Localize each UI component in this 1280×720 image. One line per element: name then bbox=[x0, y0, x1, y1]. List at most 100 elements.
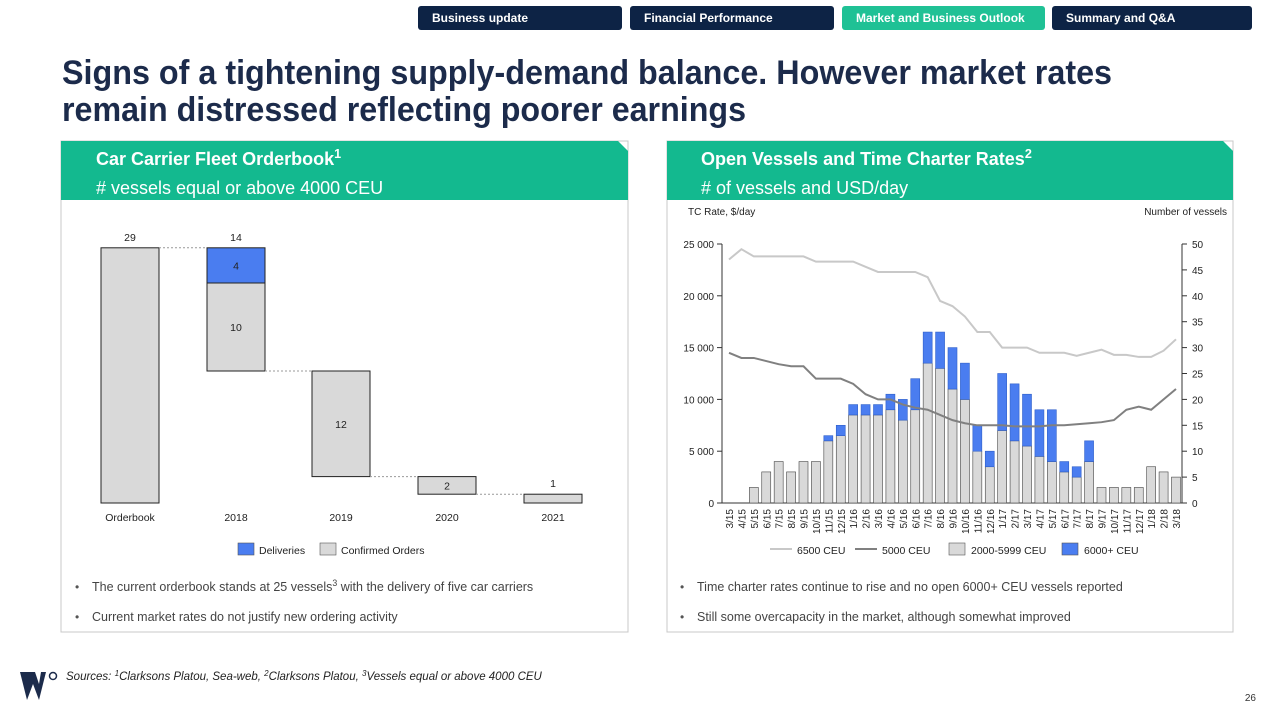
bullet-text: Time charter rates continue to rise and … bbox=[697, 580, 1123, 594]
bullet-dot: • bbox=[75, 580, 79, 594]
sources-part: Vessels equal or above 4000 CEU bbox=[366, 671, 542, 683]
bar-segment bbox=[100, 247, 160, 504]
bar-segment bbox=[984, 466, 995, 504]
axis-title: Number of vessels bbox=[1144, 207, 1227, 218]
bar-segment bbox=[773, 461, 784, 504]
bar-segment bbox=[997, 373, 1007, 431]
bar-segment bbox=[947, 388, 958, 504]
bar-segment bbox=[885, 393, 896, 411]
superscript: 1 bbox=[334, 147, 341, 161]
x-tick-label: 3/15 bbox=[725, 509, 736, 529]
x-tick-label: Orderbook bbox=[105, 512, 155, 524]
superscript: 3 bbox=[362, 669, 367, 678]
sources: Sources: 1Clarksons Platou, Sea-web, 2Cl… bbox=[66, 669, 543, 684]
panel-header bbox=[61, 141, 628, 200]
nav-tab[interactable] bbox=[842, 6, 1045, 30]
x-tick-label: 5/15 bbox=[750, 509, 761, 529]
x-tick-label: 8/17 bbox=[1085, 509, 1096, 529]
y-tick-label: 0 bbox=[708, 499, 714, 510]
nav-tab-label: Market and Business Outlook bbox=[856, 11, 1025, 25]
y2-tick-label: 0 bbox=[1192, 499, 1198, 510]
y2-tick-label: 50 bbox=[1192, 240, 1204, 251]
bar-segment bbox=[960, 362, 970, 400]
bar-segment bbox=[910, 409, 921, 504]
bar-segment bbox=[1047, 409, 1057, 462]
x-tick-label: 11/17 bbox=[1122, 509, 1133, 534]
x-tick-label: 11/16 bbox=[973, 509, 984, 534]
bar-segment bbox=[1059, 461, 1070, 473]
bar-segment bbox=[947, 347, 958, 390]
bar-segment bbox=[1034, 409, 1045, 457]
data-label: 4 bbox=[233, 260, 239, 272]
bar-segment bbox=[823, 435, 834, 442]
x-tick-label: 1/18 bbox=[1147, 509, 1158, 529]
bar-segment bbox=[749, 487, 759, 504]
x-tick-label: 6/15 bbox=[762, 509, 773, 529]
panel-title: Car Carrier Fleet Orderbook1 bbox=[96, 147, 341, 169]
legend-swatch bbox=[1061, 542, 1079, 556]
legend-label: Confirmed Orders bbox=[341, 545, 424, 557]
bar-segment bbox=[311, 370, 371, 478]
page-number: 26 bbox=[1245, 693, 1257, 704]
bar-segment bbox=[417, 476, 477, 495]
bar-segment bbox=[910, 378, 921, 411]
bar-segment bbox=[1022, 393, 1032, 447]
legend-label: 6500 CEU bbox=[797, 545, 845, 557]
x-tick-label: 4/16 bbox=[886, 509, 897, 529]
bar-segment bbox=[997, 430, 1007, 504]
bar-segment bbox=[960, 399, 970, 504]
bar-segment bbox=[972, 424, 983, 452]
nav-tab[interactable] bbox=[630, 6, 834, 30]
sources-part: Clarksons Platou, bbox=[269, 671, 362, 683]
bullet-text: Current market rates do not justify new … bbox=[92, 610, 398, 624]
bullet-dot: • bbox=[75, 610, 79, 624]
bar-segment bbox=[922, 331, 933, 364]
bar-segment bbox=[1009, 440, 1020, 504]
x-tick-label: 8/16 bbox=[936, 509, 947, 529]
x-tick-label: 1/17 bbox=[998, 509, 1009, 529]
bar-segment bbox=[922, 362, 933, 504]
bullet-text-part: Time charter rates continue to rise and … bbox=[697, 580, 1123, 594]
panel-header bbox=[667, 141, 1233, 200]
data-label: 12 bbox=[335, 419, 347, 431]
panel-subtitle: # vessels equal or above 4000 CEU bbox=[96, 178, 383, 198]
slide-title: remain distressed reflecting poorer earn… bbox=[62, 91, 746, 129]
bar-segment bbox=[761, 471, 772, 504]
bar-segment bbox=[798, 461, 809, 504]
sources-part: Sources: bbox=[66, 671, 115, 683]
nav-tab[interactable] bbox=[1052, 6, 1252, 30]
x-tick-label: 6/17 bbox=[1060, 509, 1071, 529]
bullet-text-part: The current orderbook stands at 25 vesse… bbox=[92, 580, 332, 594]
nav-tab[interactable] bbox=[418, 6, 622, 30]
x-tick-label: 12/15 bbox=[837, 509, 848, 534]
bar-segment bbox=[1047, 461, 1057, 504]
bar-segment bbox=[811, 461, 821, 504]
x-tick-label: 5/16 bbox=[899, 509, 910, 529]
y-tick-label: 20 000 bbox=[683, 292, 714, 303]
y2-tick-label: 15 bbox=[1192, 421, 1204, 432]
bar-segment bbox=[1171, 476, 1181, 504]
bar-segment bbox=[835, 435, 846, 504]
x-tick-label: 8/15 bbox=[787, 509, 798, 529]
bar-segment bbox=[898, 399, 908, 421]
bar-segment bbox=[1071, 476, 1082, 504]
bullet-text: The current orderbook stands at 25 vesse… bbox=[92, 578, 533, 594]
bullet-text-part: Current market rates do not justify new … bbox=[92, 610, 398, 624]
bar-segment bbox=[885, 409, 896, 504]
bar-segment bbox=[1084, 461, 1094, 504]
bar-segment bbox=[848, 404, 858, 416]
superscript: 2 bbox=[263, 669, 269, 678]
y2-tick-label: 45 bbox=[1192, 266, 1204, 277]
bar-segment bbox=[1133, 487, 1144, 504]
x-tick-label: 10/17 bbox=[1110, 509, 1121, 534]
x-tick-label: 6/16 bbox=[911, 509, 922, 529]
x-tick-label: 10/15 bbox=[812, 509, 823, 534]
bar-segment bbox=[1109, 487, 1119, 504]
bar-segment bbox=[823, 440, 834, 504]
bar-segment bbox=[873, 404, 883, 416]
bar-segment bbox=[1084, 440, 1094, 462]
y2-tick-label: 5 bbox=[1192, 473, 1198, 484]
y2-tick-label: 25 bbox=[1192, 370, 1204, 381]
y-tick-label: 10 000 bbox=[683, 395, 714, 406]
x-tick-label: 7/16 bbox=[924, 509, 935, 529]
